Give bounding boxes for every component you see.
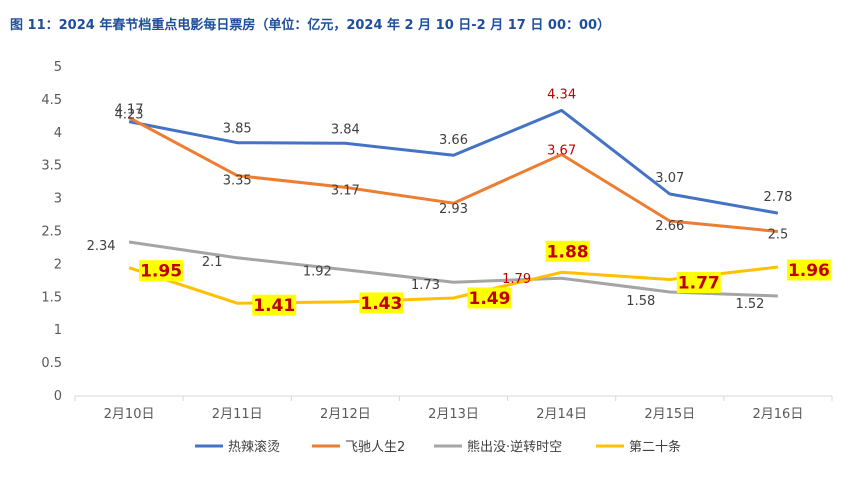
data-label-highlight xyxy=(786,259,831,281)
data-label: 1.92 xyxy=(303,265,332,280)
data-label: 3.35 xyxy=(223,174,252,189)
figure-title: 图 11：2024 年春节档重点电影每日票房（单位：亿元，2024 年 2 月 … xyxy=(10,18,611,33)
data-label: 1.43 xyxy=(360,294,402,314)
legend-entry: 第二十条 xyxy=(629,439,681,455)
legend-entry: 飞驰人生2 xyxy=(345,440,405,455)
y-tick-label: 0 xyxy=(54,389,62,404)
data-label: 4.17 xyxy=(115,103,144,118)
x-tick-label: 2月15日 xyxy=(644,407,695,422)
series-line-1 xyxy=(128,108,779,215)
y-tick-label: 4.5 xyxy=(41,93,62,108)
series-line-4 xyxy=(128,265,779,305)
data-label-highlight xyxy=(359,292,404,314)
data-label: 1.96 xyxy=(788,261,830,281)
data-label: 2.93 xyxy=(439,202,468,217)
data-label: 4.23 xyxy=(115,108,144,123)
y-tick-label: 1.5 xyxy=(41,290,62,305)
x-tick-label: 2月12日 xyxy=(320,407,371,422)
y-tick-label: 2 xyxy=(54,257,62,272)
data-label-highlight xyxy=(467,287,512,309)
data-label: 3.85 xyxy=(223,122,252,137)
y-tick-label: 5 xyxy=(54,60,62,75)
x-tick-label: 2月14日 xyxy=(536,407,587,422)
data-label: 1.73 xyxy=(411,278,440,293)
x-tick-label: 2月13日 xyxy=(428,407,479,422)
data-label: 3.84 xyxy=(331,122,360,137)
data-label: 1.58 xyxy=(626,294,655,309)
data-label: 2.5 xyxy=(768,228,789,243)
data-label: 2.66 xyxy=(655,219,684,234)
data-label: 1.77 xyxy=(678,274,720,294)
data-label: 3.17 xyxy=(331,183,360,198)
data-label: 1.95 xyxy=(140,262,182,282)
x-tick-label: 2月16日 xyxy=(753,407,804,422)
data-label: 2.1 xyxy=(202,255,223,270)
x-tick-label: 2月10日 xyxy=(104,407,155,422)
y-tick-label: 3.5 xyxy=(41,159,62,174)
x-tick-label: 2月11日 xyxy=(212,407,263,422)
data-label: 3.07 xyxy=(655,171,684,186)
series-line-2 xyxy=(128,116,779,233)
y-tick-label: 4 xyxy=(54,126,62,141)
data-label-highlight xyxy=(676,272,721,294)
y-tick-label: 3 xyxy=(54,192,62,207)
data-label: 1.79 xyxy=(502,272,531,287)
data-label: 1.49 xyxy=(469,289,511,309)
series-line-3 xyxy=(128,240,778,298)
data-label: 1.88 xyxy=(547,242,589,262)
data-label-highlight xyxy=(139,260,184,282)
legend-entry: 熊出没·逆转时空 xyxy=(467,439,562,455)
legend-entry: 热辣滚烫 xyxy=(228,439,280,455)
y-tick-label: 1 xyxy=(54,323,62,338)
y-tick-label: 0.5 xyxy=(41,356,62,371)
data-label-highlight xyxy=(252,294,297,316)
y-tick-label: 2.5 xyxy=(41,225,62,240)
data-label: 3.66 xyxy=(439,133,468,148)
data-label: 1.41 xyxy=(253,296,295,316)
data-label: 2.78 xyxy=(763,190,792,205)
data-label-highlight xyxy=(545,240,590,262)
data-label: 4.34 xyxy=(547,87,576,102)
data-label: 3.67 xyxy=(547,144,576,159)
data-label: 2.34 xyxy=(87,239,116,254)
data-label: 1.52 xyxy=(735,297,764,312)
